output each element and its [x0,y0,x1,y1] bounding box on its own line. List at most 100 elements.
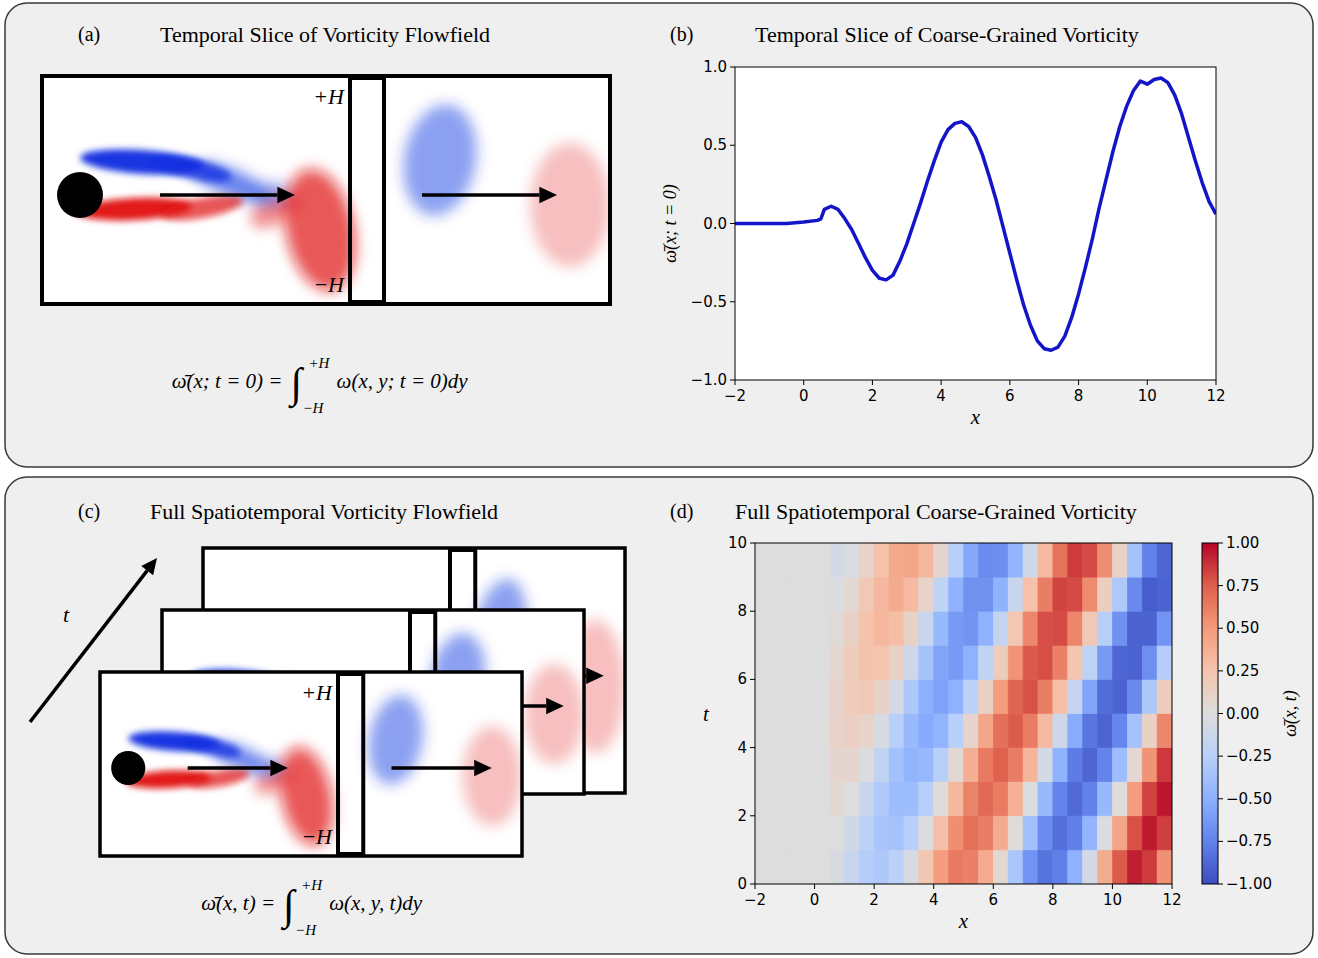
heatmap-cell [904,543,919,577]
heatmap-cell [1083,577,1098,611]
heatmap-cell [1068,543,1083,577]
tick [750,884,755,885]
heatmap-cell [755,679,770,713]
heatmap-cell [800,543,815,577]
heatmap-cell [1127,543,1142,577]
heatmap-cell [904,679,919,713]
formula-limit: +H [308,355,330,371]
heatmap-cell [1083,816,1098,850]
heatmap-cell [1023,850,1038,884]
heatmap-cell [755,850,770,884]
heatmap-cell [904,850,919,884]
heatmap-cell [844,782,859,816]
arrow [422,187,557,204]
heatmap-cell [1053,543,1068,577]
bound-label: +H [313,84,345,109]
formula-limit: +H [301,877,323,893]
heatmap-cell [800,577,815,611]
tick-label: 0.5 [703,136,727,154]
heatmap-cell [829,543,844,577]
heatmap-cell [1112,611,1127,645]
colorbar-tick-label: −0.25 [1226,747,1272,765]
heatmap-cell [800,714,815,748]
heatmap-cell [1098,611,1113,645]
tick [1172,884,1173,889]
heatmap-cell [770,543,785,577]
heatmap-cell [829,714,844,748]
heatmap-cell [844,748,859,782]
heatmap-cell [1083,543,1098,577]
heatmap-cell [755,645,770,679]
heatmap-cell [1008,679,1023,713]
heatmap-cell [978,577,993,611]
tick [750,815,755,816]
tick-label: 0.0 [703,215,727,233]
heatmap-cell [1098,782,1113,816]
field-frame [100,672,522,856]
heatmap-cell [815,782,830,816]
heatmap-cell [993,543,1008,577]
heatmap-cell [1008,714,1023,748]
heatmap-cell [1083,679,1098,713]
heatmap-cell [919,543,934,577]
heatmap-cell [978,611,993,645]
heatmap-cell [949,611,964,645]
heatmap-cell [1127,782,1142,816]
vortex [362,691,430,789]
heatmap-cell [829,645,844,679]
heatmap-cell [1053,748,1068,782]
chart-title: Temporal Slice of Coarse-Grained Vortici… [755,22,1139,47]
heatmap-cell [1142,714,1157,748]
tick-label: 8 [1074,387,1084,405]
heatmap-cell [1038,679,1053,713]
heatmap-cell [1127,611,1142,645]
heatmap-cell [1038,543,1053,577]
heatmap-cell [1112,748,1127,782]
colorbar-tick [1218,628,1223,629]
colorbar [1202,543,1218,884]
vortex [271,742,341,850]
heatmap-cell [949,543,964,577]
tick [755,884,756,889]
heatmap-cell [1038,714,1053,748]
heatmap-cell [874,850,889,884]
heatmap-cell [919,714,934,748]
heatmap-cell [1142,782,1157,816]
arrow-head [277,187,295,204]
field-background [100,672,522,856]
heatmap-cell [815,748,830,782]
heatmap-cell [1142,850,1157,884]
heatmap-cell [1023,577,1038,611]
heatmap-cell [964,543,979,577]
heatmap-cell [889,714,904,748]
heatmap-cell [934,782,949,816]
heatmap-cell [978,816,993,850]
tick [803,380,804,385]
arrow-shaft [422,193,539,197]
heatmap-cell [1038,850,1053,884]
heatmap-cell [859,543,874,577]
bound-label: +H [301,680,333,705]
heatmap-cell [1098,850,1113,884]
vortex [151,151,233,187]
panel-label: (d) [670,500,693,523]
tick [730,380,735,381]
heatmap-cell [978,748,993,782]
tick [1147,380,1148,385]
formula-integrand: ω(x, y, t)dy [329,891,423,915]
heatmap-cell [1142,679,1157,713]
heatmap-cell [874,714,889,748]
heatmap-cell [934,577,949,611]
heatmap-cell [829,816,844,850]
heatmap-cell [889,679,904,713]
heatmap-cell [1157,782,1172,816]
heatmap-cell [1142,543,1157,577]
arrow-shaft [30,571,147,722]
colorbar-tick-label: 0.75 [1226,577,1259,595]
colorbar-tick-label: −0.75 [1226,832,1272,850]
heatmap-cell [1068,645,1083,679]
heatmap-cell [1142,611,1157,645]
heatmap-cell [1142,577,1157,611]
heatmap-cell [993,782,1008,816]
heatmap-cell [934,611,949,645]
